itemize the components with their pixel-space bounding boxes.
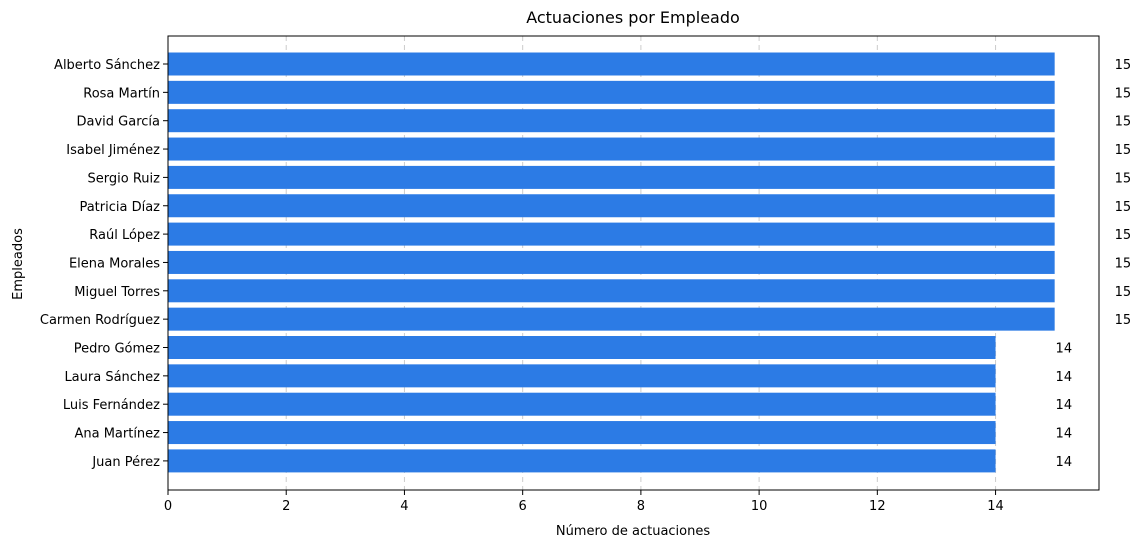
y-tick-label: Rosa Martín [83,86,160,101]
y-tick-label: Miguel Torres [74,285,160,300]
x-axis-label: Número de actuaciones [556,524,711,539]
y-tick-label: David García [77,115,161,130]
y-tick-label: Sergio Ruiz [88,171,161,186]
bar-value-label: 15 [1115,143,1132,158]
bar-value-label: 14 [1056,342,1073,357]
y-tick-label: Ana Martínez [74,427,160,442]
bar [168,250,1055,274]
y-tick-label: Luis Fernández [63,398,160,413]
bar-value-label: 15 [1115,313,1132,328]
bar [168,194,1055,218]
bar-value-label: 15 [1115,58,1132,73]
bar [168,52,1055,76]
bar-value-label: 14 [1056,455,1073,470]
y-tick-label: Alberto Sánchez [54,58,160,73]
y-tick-label: Carmen Rodríguez [40,313,160,328]
x-tick-label: 8 [637,499,645,514]
bar-value-label: 14 [1056,427,1073,442]
bar [168,279,1055,303]
bar [168,80,1055,104]
x-tick-label: 2 [282,499,290,514]
x-tick-label: 12 [869,499,886,514]
bar [168,421,996,445]
x-tick-label: 14 [987,499,1004,514]
y-tick-label: Pedro Gómez [74,342,160,357]
bar-value-label: 15 [1115,200,1132,215]
chart-title: Actuaciones por Empleado [526,8,740,27]
bar-value-label: 14 [1056,398,1073,413]
x-tick-label: 6 [519,499,527,514]
bar-value-label: 15 [1115,228,1132,243]
x-tick-labels: 0 2 4 6 8 10 12 14 [164,490,1004,514]
bar [168,109,1055,133]
bar [168,165,1055,189]
bar [168,222,1055,246]
bar [168,307,1055,331]
x-tick-label: 0 [164,499,172,514]
y-tick-labels: Alberto Sánchez Rosa Martín David García Is… [40,58,168,470]
plot-frame [167,35,1100,491]
bar [168,364,996,388]
bar-value-label: 15 [1115,285,1132,300]
bar [168,336,996,359]
x-tick-label: 4 [400,499,408,514]
y-axis-label: Empleados [11,228,26,300]
bar-value-label: 15 [1115,256,1132,271]
y-tick-label: Elena Morales [69,256,160,271]
y-tick-label: Patricia Díaz [79,200,160,215]
y-tick-label: Isabel Jiménez [66,143,160,158]
bar-value-label: 14 [1056,370,1073,385]
y-tick-label: Raúl López [89,228,160,243]
bar-value-label: 15 [1115,171,1132,186]
y-tick-label: Juan Pérez [91,455,160,470]
bar [168,392,996,416]
bar [168,449,996,473]
bar [168,137,1055,161]
bar-value-label: 15 [1115,115,1132,130]
bars [168,52,1055,473]
bar-value-labels: 15 15 15 15 15 15 15 15 15 15 14 14 14 14 14 [1056,58,1132,470]
y-tick-label: Laura Sánchez [64,370,160,385]
x-tick-label: 10 [751,499,768,514]
bar-value-label: 15 [1115,86,1132,101]
